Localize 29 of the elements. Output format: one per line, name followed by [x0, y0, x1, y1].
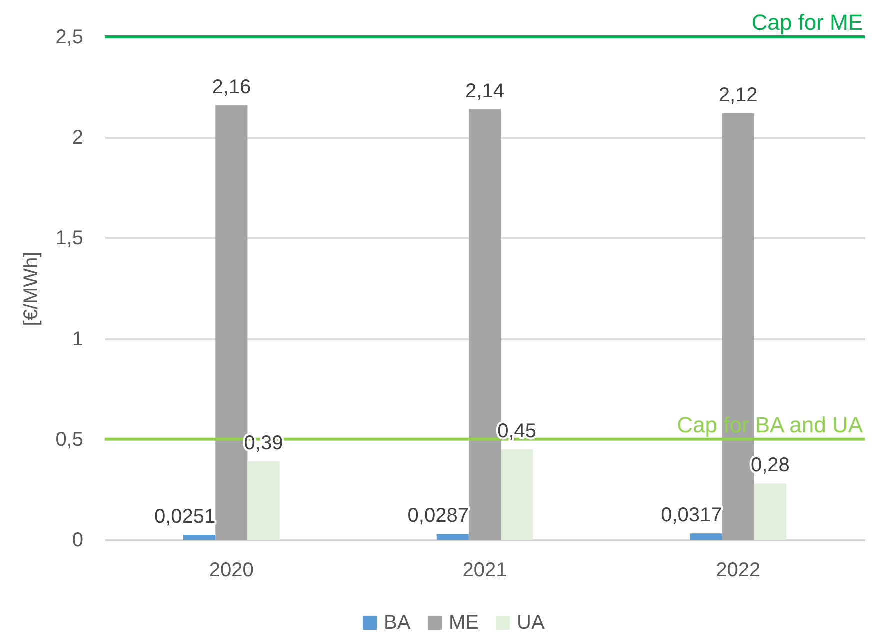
data-label: 0,0287 [408, 505, 469, 528]
y-tick-label: 2,5 [56, 26, 84, 48]
bar [436, 534, 469, 540]
y-tick-label: 0 [72, 530, 84, 552]
ref-line-label: Cap for BA and UA [677, 412, 864, 438]
data-label: 2,14 [466, 80, 504, 102]
legend-label: BA [384, 612, 412, 634]
data-label: 0,45 [498, 420, 537, 442]
bar [184, 534, 216, 540]
data-label: 0,0317 [661, 504, 722, 527]
bar [501, 449, 534, 540]
data-label: 0,0251 [154, 506, 216, 528]
y-tick-label: 0,5 [56, 428, 84, 451]
data-label: 2,12 [718, 84, 758, 106]
y-tick-label: 2 [72, 127, 84, 150]
ref-line-label: Cap for ME [752, 10, 863, 35]
legend-label: ME [449, 612, 479, 634]
bar [754, 484, 786, 540]
bar [248, 462, 280, 540]
y-tick-label: 1,5 [56, 228, 84, 250]
data-label: 2,16 [212, 76, 252, 98]
x-tick-label: 2020 [209, 560, 254, 582]
x-tick-label: 2022 [716, 560, 761, 582]
y-axis-title: [€/MWh] [20, 252, 43, 326]
y-tick-label: 1 [72, 328, 84, 350]
x-tick-label: 2021 [462, 560, 508, 582]
data-label: 0,28 [750, 454, 790, 477]
legend-label: UA [517, 612, 546, 634]
bar [690, 534, 722, 540]
